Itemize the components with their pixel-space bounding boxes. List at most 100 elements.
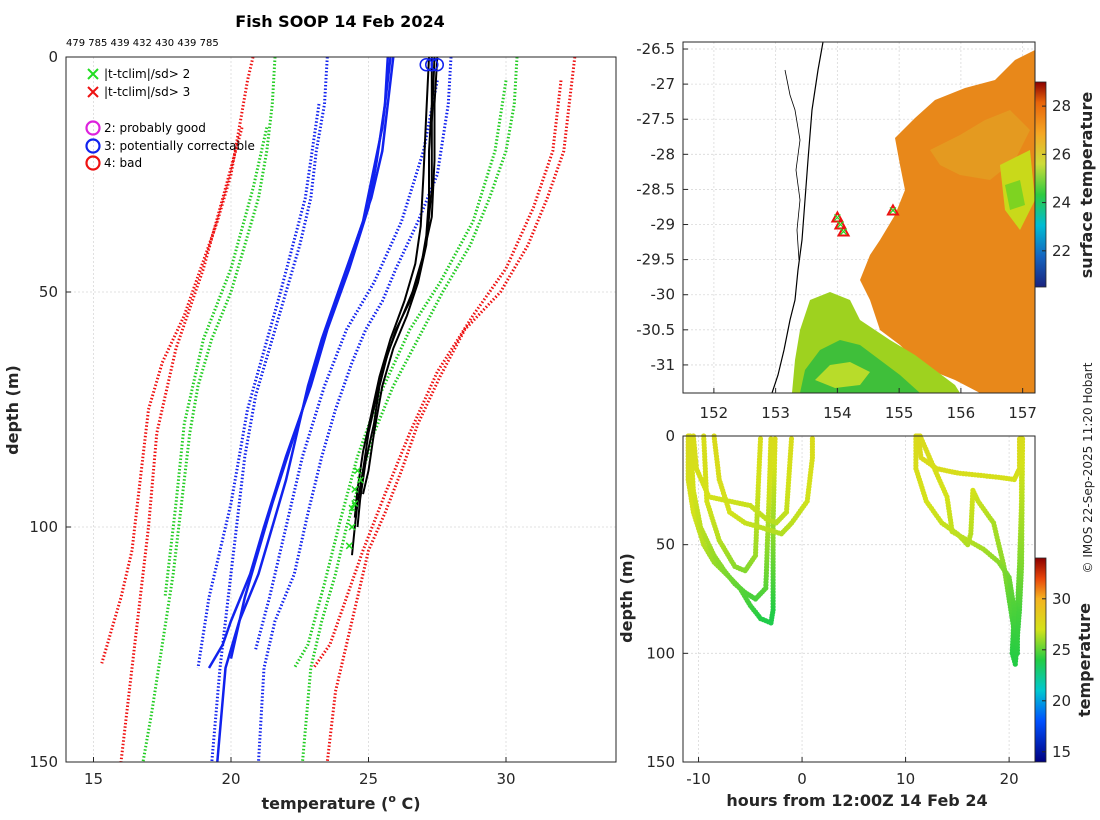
profile-line (301, 56, 519, 763)
map-x-marker (889, 207, 897, 214)
qc-green-x (356, 476, 364, 484)
map-xtick-label: 152 (700, 404, 729, 422)
profile-ytick-label: 50 (39, 283, 58, 301)
profile-subtitle: 479 785 439 432 430 439 785 (66, 38, 219, 49)
profile-xlabel: temperature (o C) (261, 792, 420, 813)
map-triangle-marker (836, 224, 851, 237)
profile-line (163, 127, 269, 598)
profile-legend: |t-tclim|/sd> 2 |t-tclim|/sd> 3 2: probabl… (85, 67, 255, 171)
profile-grid (66, 56, 616, 763)
time-ylabel: depth (m) (617, 553, 636, 643)
sst-colorbar-label: surface temperature (1077, 92, 1096, 279)
profile-line (100, 56, 255, 664)
time-track-point (768, 436, 774, 442)
map-ytick-label: -27 (651, 75, 676, 93)
map-ticks: 152 153 154 155 156 157 -26.5 -27 -27.5 -28 -28.5 -… (636, 40, 1037, 422)
time-xtick-label: 0 (797, 770, 807, 788)
profile-ytick-label: 100 (29, 518, 58, 536)
map-content (771, 42, 1035, 393)
qc-green-x (345, 542, 353, 550)
profile-line (141, 56, 277, 763)
xlabel-end: C) (396, 794, 421, 813)
map-ytick-label: -29 (651, 216, 676, 234)
coastline (771, 42, 824, 393)
profile-line (196, 103, 321, 669)
map-x-marker (840, 228, 847, 235)
time-tracks (685, 433, 1026, 667)
time-track-point (788, 436, 795, 442)
map-xtick-label: 156 (947, 404, 976, 422)
profile-xtick-label: 30 (496, 770, 515, 788)
sst-colorbar-tick-label: 24 (1052, 194, 1071, 212)
time-xtick-label: -10 (686, 770, 711, 788)
time-track-point (772, 436, 778, 442)
profile-panel: Fish SOOP 14 Feb 2024 479 785 439 432 43… (3, 12, 617, 813)
profile-ytick-label: 0 (48, 48, 58, 66)
temperature-colorbar-tick-label: 20 (1052, 692, 1071, 710)
temperature-colorbar (1034, 557, 1047, 763)
qc-green-x (353, 467, 362, 475)
map-xtick-label: 153 (761, 404, 790, 422)
profile-ticks: 15 20 25 30 0 50 100 150 (29, 48, 515, 788)
temperature-colorbar-tick-label: 30 (1052, 590, 1071, 608)
qc-green-x (348, 504, 356, 512)
credit-text: © IMOS 22-Sep-2025 11:20 Hobart (1081, 362, 1095, 573)
temperature-colorbar-ticks: 15 20 25 30 (1042, 590, 1071, 761)
profile-title: Fish SOOP 14 Feb 2024 (235, 12, 444, 31)
sst-colorbar-tick-label: 22 (1052, 242, 1071, 260)
map-ytick-label: -29.5 (636, 251, 675, 269)
legend-x-marker (87, 68, 99, 80)
map-ytick-label: -28 (651, 145, 676, 163)
qc-green-x (351, 485, 359, 493)
map-ytick-label: -30 (651, 286, 676, 304)
sst-colorbar (1034, 81, 1047, 288)
map-ytick-label: -30.5 (636, 321, 675, 339)
profile-line (257, 56, 453, 763)
sst-colorbar-tick-label: 26 (1052, 145, 1071, 163)
profile-line (356, 56, 439, 528)
time-track-point (757, 436, 764, 442)
sst-colorbar-tick-label: 28 (1052, 97, 1071, 115)
legend-label: |t-tclim|/sd> 2 (104, 67, 190, 81)
profile-series (100, 56, 577, 763)
map-ytick-label: -31 (651, 356, 676, 374)
sst-colorbar-ticks: 22 24 26 28 (1042, 97, 1071, 260)
profile-xtick-label: 25 (359, 770, 378, 788)
sst-map-panel: 152 153 154 155 156 157 -26.5 -27 -27.5 -28 -28.5 -… (636, 40, 1096, 422)
profile-line (254, 80, 439, 650)
legend-label: 2: probably good (104, 121, 206, 135)
profile-line (229, 56, 392, 659)
profile-line (351, 57, 433, 556)
qc-green-x (351, 499, 359, 508)
profile-axes-box (65, 56, 617, 763)
profile-line (216, 56, 395, 763)
xlabel-main: temperature ( (261, 794, 388, 813)
map-markers (830, 203, 900, 237)
temperature-colorbar-tick-label: 25 (1052, 641, 1071, 659)
qc-blue-o (425, 57, 439, 72)
temperature-colorbar-label: temperature (1075, 603, 1094, 717)
legend-o-marker (85, 138, 101, 154)
legend-label: 4: bad (104, 156, 142, 170)
map-triangle-marker (833, 217, 848, 230)
legend-o-marker (85, 120, 101, 136)
qc-blue-o (419, 57, 433, 72)
coast-inlet (784, 69, 801, 261)
map-triangle-marker (830, 210, 845, 223)
map-xtick-label: 155 (885, 404, 914, 422)
time-ytick-label: 0 (665, 427, 675, 445)
sst-green-patch (1005, 180, 1025, 210)
profile-xtick-label: 20 (221, 770, 240, 788)
profile-line (325, 56, 577, 763)
map-xtick-label: 157 (1008, 404, 1037, 422)
time-ytick-label: 100 (646, 644, 675, 662)
profile-line (293, 80, 508, 669)
map-ytick-label: -28.5 (636, 180, 675, 198)
profile-ylabel: depth (m) (3, 365, 22, 455)
profile-line (353, 56, 430, 518)
time-ticks: -10 0 10 20 0 50 100 150 (646, 427, 1018, 788)
profile-xtick-label: 15 (84, 770, 103, 788)
time-grid (683, 435, 1035, 763)
sst-coastal-eddy (815, 362, 870, 388)
time-track-point (809, 436, 816, 442)
